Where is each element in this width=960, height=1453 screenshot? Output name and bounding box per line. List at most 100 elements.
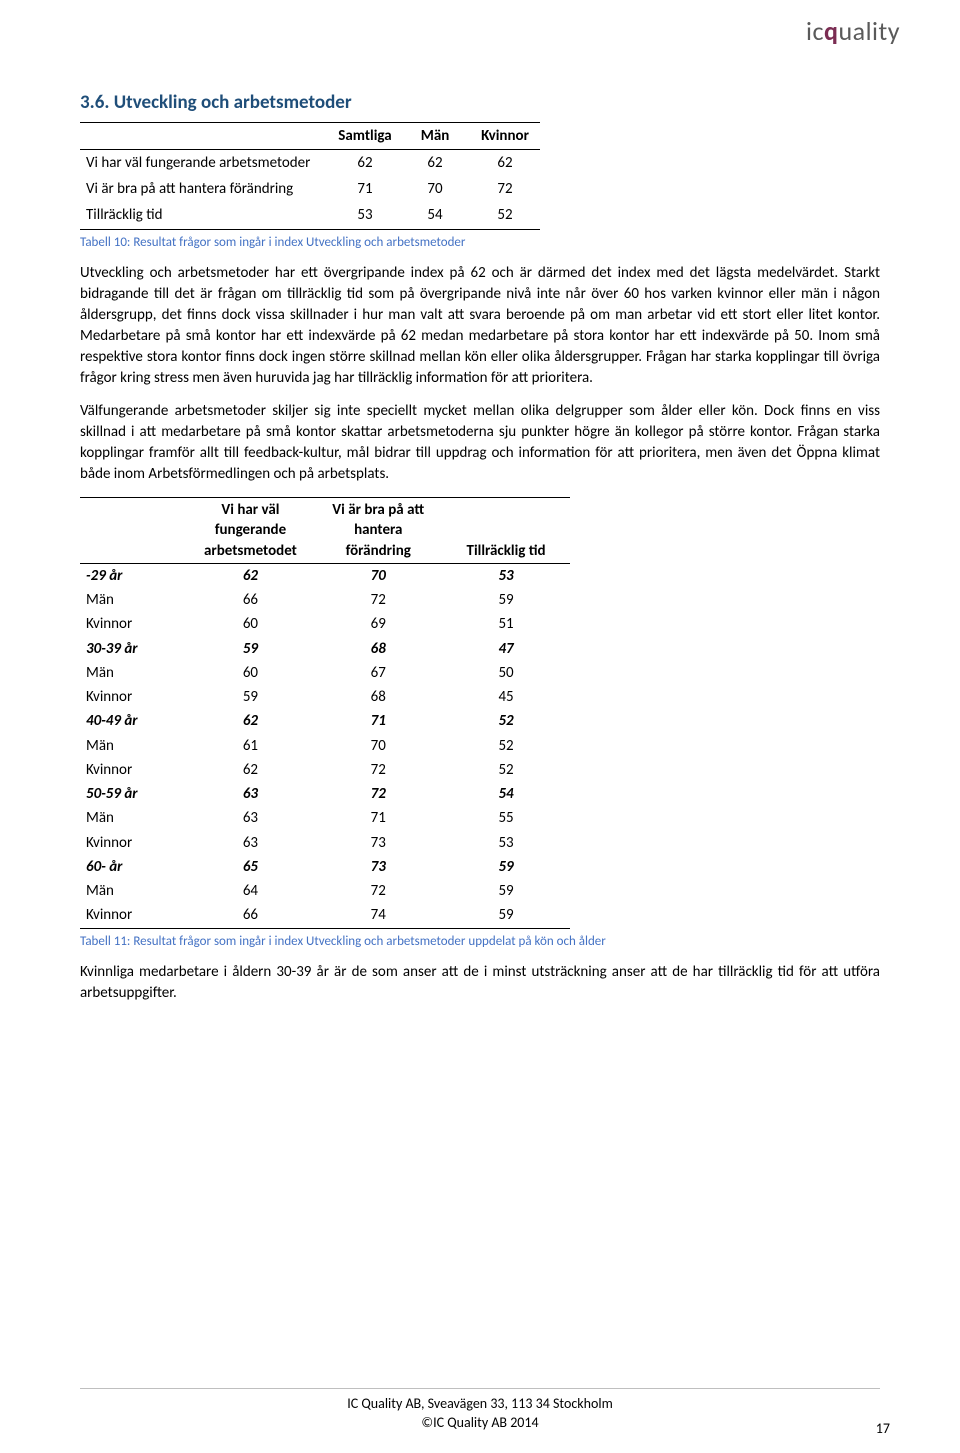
table-row: Kvinnor667459 [80,903,570,928]
row-label: Män [80,879,187,903]
row-label: Kvinnor [80,612,187,636]
cell-value: 74 [314,903,442,928]
table-row: 30-39 år596847 [80,637,570,661]
table-row: 60- år657359 [80,855,570,879]
cell-value: 63 [187,806,315,830]
cell-value: 66 [187,903,315,928]
paragraph-1: Utveckling och arbetsmetoder har ett öve… [80,263,880,389]
table-row: Kvinnor606951 [80,612,570,636]
t2-head-col3: Tillräcklig tid [442,498,570,564]
cell-value: 71 [314,709,442,733]
table-row: Kvinnor627252 [80,758,570,782]
cell-value: 60 [187,612,315,636]
cell-value: 59 [442,588,570,612]
cell-value: 62 [330,149,400,176]
table-row: 40-49 år627152 [80,709,570,733]
cell-value: 50 [442,661,570,685]
t2-head-col1: Vi har väl fungerande arbetsmetodet [187,498,315,564]
table-row: Män637155 [80,806,570,830]
cell-value: 59 [442,855,570,879]
t1-head-kvinnor: Kvinnor [470,122,540,149]
cell-value: 70 [400,176,470,202]
table-row: 50-59 år637254 [80,782,570,806]
cell-value: 64 [187,879,315,903]
cell-value: 53 [442,831,570,855]
cell-value: 52 [442,709,570,733]
table-row: Kvinnor596845 [80,685,570,709]
row-label: Män [80,734,187,758]
cell-value: 73 [314,855,442,879]
cell-value: 66 [187,588,315,612]
table-row: Män606750 [80,661,570,685]
row-label: Kvinnor [80,758,187,782]
logo-part-q: q [824,15,838,47]
table-row: Vi är bra på att hantera förändring71707… [80,176,540,202]
cell-value: 55 [442,806,570,830]
footer-rule [80,1388,880,1389]
cell-value: 68 [314,685,442,709]
row-label: 60- år [80,855,187,879]
row-label: Kvinnor [80,685,187,709]
cell-value: 62 [187,709,315,733]
cell-value: 72 [314,588,442,612]
cell-value: 61 [187,734,315,758]
t2-head-blank [80,498,187,564]
table-row: Tillräcklig tid535452 [80,202,540,229]
page-footer: IC Quality AB, Sveavägen 33, 113 34 Stoc… [0,1388,960,1433]
cell-value: 59 [187,637,315,661]
cell-value: 54 [400,202,470,229]
footer-address: IC Quality AB, Sveavägen 33, 113 34 Stoc… [0,1395,960,1414]
brand-logo: icquality [806,14,900,49]
table-row: Män617052 [80,734,570,758]
logo-part-rest: uality [838,15,900,47]
table2-caption: Tabell 11: Resultat frågor som ingår i i… [80,933,880,951]
cell-value: 53 [442,563,570,588]
cell-value: 72 [314,758,442,782]
cell-value: 72 [314,782,442,806]
footer-copyright: ©IC Quality AB 2014 [0,1414,960,1433]
table-row: Män647259 [80,879,570,903]
t2-head-col2: Vi är bra på att hantera förändring [314,498,442,564]
row-label: Män [80,588,187,612]
logo-part-ic: ic [806,15,824,47]
cell-value: 53 [330,202,400,229]
cell-value: 73 [314,831,442,855]
table1-caption: Tabell 10: Resultat frågor som ingår i i… [80,234,880,252]
row-label: 40-49 år [80,709,187,733]
cell-value: 52 [442,734,570,758]
table-row: Kvinnor637353 [80,831,570,855]
cell-value: 54 [442,782,570,806]
row-label: Män [80,661,187,685]
cell-value: 71 [330,176,400,202]
cell-value: 70 [314,734,442,758]
paragraph-3: Kvinnliga medarbetare i åldern 30-39 år … [80,962,880,1004]
cell-value: 59 [187,685,315,709]
cell-value: 47 [442,637,570,661]
cell-value: 62 [400,149,470,176]
row-label: 30-39 år [80,637,187,661]
cell-value: 60 [187,661,315,685]
cell-value: 63 [187,831,315,855]
cell-value: 62 [470,149,540,176]
row-label: Vi är bra på att hantera förändring [80,176,330,202]
cell-value: 71 [314,806,442,830]
t1-head-man: Män [400,122,470,149]
cell-value: 59 [442,879,570,903]
table-row: Vi har väl fungerande arbetsmetoder62626… [80,149,540,176]
t1-head-samtliga: Samtliga [330,122,400,149]
cell-value: 59 [442,903,570,928]
row-label: 50-59 år [80,782,187,806]
t2-body: -29 år627053Män667259Kvinnor60695130-39 … [80,563,570,928]
row-label: Vi har väl fungerande arbetsmetoder [80,149,330,176]
cell-value: 65 [187,855,315,879]
t1-body: Vi har väl fungerande arbetsmetoder62626… [80,149,540,229]
cell-value: 68 [314,637,442,661]
cell-value: 70 [314,563,442,588]
cell-value: 52 [470,202,540,229]
row-label: Kvinnor [80,903,187,928]
cell-value: 51 [442,612,570,636]
age-gender-table: Vi har väl fungerande arbetsmetodet Vi ä… [80,497,570,929]
summary-table: Samtliga Män Kvinnor Vi har väl fungeran… [80,122,540,230]
cell-value: 62 [187,563,315,588]
cell-value: 72 [314,879,442,903]
